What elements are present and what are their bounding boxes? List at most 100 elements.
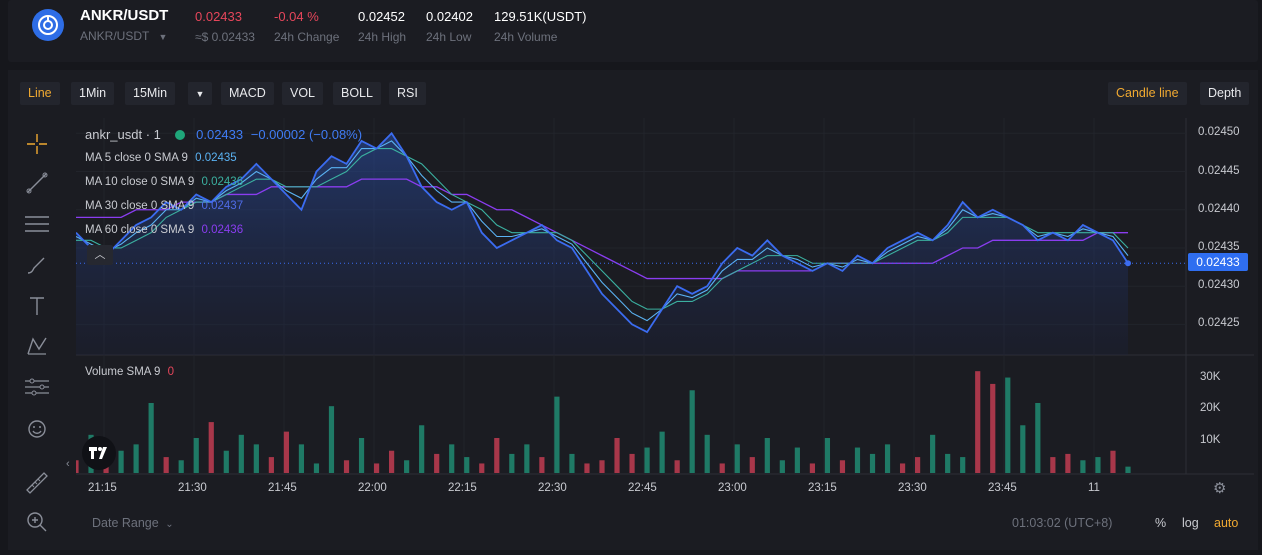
volume-bar (659, 431, 665, 473)
ma10-line (76, 148, 1129, 310)
volume-bar (449, 444, 455, 473)
chevron-up-icon: ︿ (94, 249, 106, 261)
emoji-svg (28, 420, 46, 438)
high-label: 24h High (358, 30, 407, 44)
current-price-tag: 0.02433 (1188, 253, 1248, 271)
volume-bar (1050, 457, 1056, 473)
volume-bar (389, 450, 395, 473)
tradingview-logo-icon (89, 447, 107, 459)
volume-axis-label: 20K (1200, 402, 1221, 415)
volume-bar (689, 390, 695, 473)
crosshair-icon[interactable] (24, 131, 50, 157)
volume-bar (629, 453, 635, 473)
volume-bar (869, 453, 876, 473)
volume-bar (554, 396, 560, 473)
volume-bar (1095, 457, 1101, 473)
trend-line-icon[interactable] (24, 170, 50, 196)
volume-bar (779, 460, 785, 473)
date-range-label: Date Range (92, 516, 159, 530)
1min-button[interactable]: 1Min (71, 82, 115, 105)
15min-button[interactable]: 15Min (125, 82, 176, 105)
zoom-in-icon[interactable] (24, 509, 50, 535)
chart-settings-icon[interactable]: ⚙ (1213, 480, 1227, 497)
volume-bar (1125, 466, 1131, 473)
volume-bar (884, 444, 891, 473)
collapse-legend-button[interactable]: ︿ (87, 245, 113, 265)
pattern-icon[interactable] (24, 333, 50, 359)
zoom-in-svg (27, 512, 47, 532)
line-button[interactable]: Line (20, 82, 60, 105)
log-scale-button[interactable]: log (1182, 516, 1199, 530)
trend-line-svg (26, 172, 48, 194)
volume-bar (298, 444, 305, 473)
crosshair-svg (27, 134, 47, 154)
current-price-marker (1125, 260, 1131, 267)
volume-bar (539, 457, 545, 473)
live-indicator-icon (174, 130, 185, 140)
brush-icon[interactable] (24, 252, 50, 278)
volume-sma-value: 0 (167, 366, 175, 378)
legend-change: −0.00002 (−0.08%) (250, 127, 363, 142)
volume-bar (975, 371, 981, 473)
ma30-label: MA 30 close 0 SMA 9 (85, 200, 195, 212)
ruler-svg (26, 472, 48, 494)
rsi-button[interactable]: RSI (389, 82, 426, 105)
text-icon[interactable] (24, 293, 50, 319)
candle-line-button[interactable]: Candle line (1108, 82, 1187, 105)
volume-bar (434, 453, 440, 473)
emoji-icon[interactable] (24, 416, 50, 442)
market-header: ANKR/USDT ANKR/USDT ▼ 0.02433 ≈$ 0.02433… (8, 0, 1258, 62)
volume-bar (1005, 377, 1011, 473)
auto-scale-button[interactable]: auto (1214, 516, 1239, 530)
ma10-label: MA 10 close 0 SMA 9 (85, 176, 195, 188)
volume-bar (749, 457, 755, 473)
horizontal-lines-icon[interactable] (24, 211, 50, 237)
vol-button[interactable]: VOL (282, 82, 324, 105)
change-label: 24h Change (274, 30, 340, 44)
clock-label: 01:03:02 (UTC+8) (1012, 516, 1113, 530)
ma60-label: MA 60 close 0 SMA 9 (85, 224, 195, 236)
volume-bar (945, 453, 951, 473)
chevron-down-icon: ▼ (158, 32, 168, 42)
volume-bar (734, 444, 740, 473)
ma5-label: MA 5 close 0 SMA 9 (85, 152, 188, 164)
price-chart[interactable] (76, 118, 1254, 500)
volume-bar (509, 453, 515, 473)
time-axis-label: 22:00 (358, 482, 387, 494)
legend-ma10: MA 10 close 0 SMA 9 0.02436 (85, 176, 243, 188)
volume-bar (1110, 450, 1116, 473)
pair-selector[interactable]: ANKR/USDT ▼ (80, 29, 167, 43)
date-range-dropdown[interactable]: Date Range ⌄ (92, 516, 174, 530)
volume-bar (1080, 460, 1086, 473)
legend-volume: Volume SMA 9 0 (85, 366, 174, 378)
boll-button[interactable]: BOLL (333, 82, 381, 105)
pattern-svg (27, 337, 47, 355)
ruler-icon[interactable] (24, 470, 50, 496)
ma30-value: 0.02437 (201, 200, 244, 212)
interval-dropdown-button[interactable]: ▼ (188, 82, 212, 105)
volume-axis-label: 10K (1200, 434, 1221, 447)
volume-bar (915, 457, 921, 473)
measure-icon[interactable] (24, 374, 50, 400)
time-axis-label: 22:15 (448, 482, 477, 494)
time-axis-label: 23:00 (718, 482, 747, 494)
legend-price: 0.02433 (196, 127, 244, 142)
volume-bar (719, 463, 725, 473)
volume-bar (283, 431, 289, 473)
volume-bar (824, 438, 831, 473)
caret-down-icon: ▼ (195, 89, 205, 99)
percent-scale-button[interactable]: % (1155, 516, 1167, 530)
scroll-left-icon[interactable]: ‹ (66, 458, 70, 470)
volume-bar (674, 460, 680, 473)
depth-button[interactable]: Depth (1200, 82, 1250, 105)
pair-sub-label: ANKR/USDT (80, 29, 150, 43)
volume-bar (614, 438, 620, 473)
pair-title[interactable]: ANKR/USDT (80, 7, 169, 24)
low-label: 24h Low (426, 30, 472, 44)
chevron-down-icon: ⌄ (165, 519, 174, 530)
volume-bar (764, 438, 770, 473)
macd-button[interactable]: MACD (221, 82, 274, 105)
volume-bar (584, 463, 590, 473)
tradingview-logo[interactable] (82, 436, 116, 470)
text-tool-svg (30, 297, 44, 315)
